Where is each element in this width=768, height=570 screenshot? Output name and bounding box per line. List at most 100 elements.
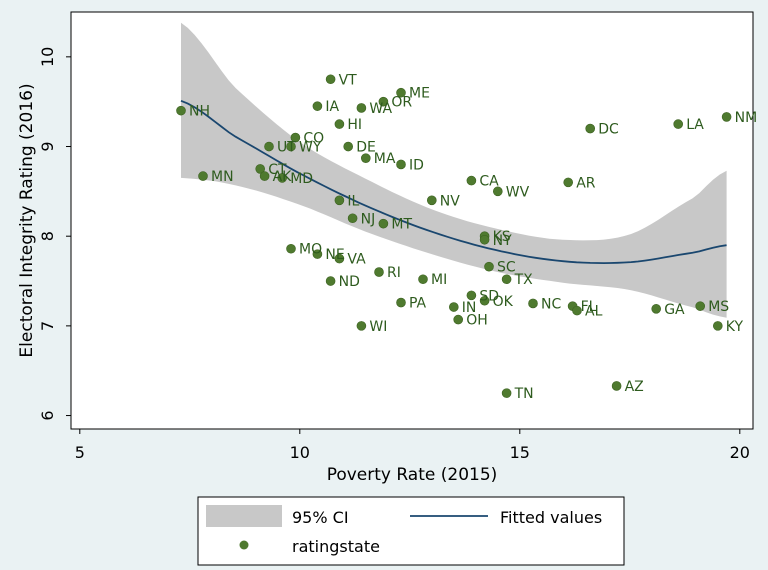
- data-point-ut: [264, 141, 274, 152]
- data-point-il: [334, 195, 345, 206]
- data-point-wa: [356, 103, 367, 113]
- state-label-or: OR: [391, 95, 412, 111]
- state-label-fl: FL: [581, 299, 597, 315]
- state-label-nd: ND: [339, 274, 360, 290]
- state-label-nc: NC: [541, 296, 561, 312]
- data-point-la: [673, 119, 684, 129]
- data-point-id: [396, 159, 406, 170]
- state-label-pa: PA: [409, 296, 427, 312]
- state-label-wv: WV: [506, 184, 530, 200]
- data-point-ne: [312, 249, 323, 259]
- state-label-ut: UT: [277, 140, 296, 156]
- x-tick-label: 20: [730, 443, 750, 462]
- x-axis-title: Poverty Rate (2015): [327, 465, 498, 485]
- state-label-sd: SD: [479, 288, 499, 304]
- state-label-in: IN: [462, 300, 477, 316]
- state-label-me: ME: [409, 86, 430, 102]
- state-label-ar: AR: [576, 175, 596, 191]
- state-label-ma: MA: [374, 151, 396, 167]
- state-label-ne: NE: [325, 247, 344, 263]
- data-point-vt: [325, 74, 336, 85]
- data-point-de: [343, 141, 354, 152]
- data-point-wv: [492, 186, 503, 197]
- axes-layer: 5 10 15 20 6 7 8 9 10: [38, 12, 753, 462]
- state-label-vt: VT: [339, 72, 358, 88]
- legend-ci-label: 95% CI: [292, 508, 349, 527]
- data-point-ga: [651, 304, 662, 314]
- state-label-az: AZ: [625, 379, 644, 395]
- y-tick-label: 9: [38, 141, 57, 151]
- state-label-ny: NY: [493, 233, 512, 249]
- state-label-ok: OK: [493, 294, 514, 310]
- state-label-tn: TN: [514, 386, 534, 402]
- points-layer: [176, 74, 732, 398]
- state-label-ky: KY: [726, 319, 744, 335]
- data-point-mn: [198, 171, 208, 181]
- data-point-ca: [466, 175, 477, 186]
- state-label-il: IL: [347, 193, 359, 209]
- state-label-wy: WY: [299, 140, 322, 156]
- legend-ci-swatch: [206, 505, 282, 527]
- state-label-nm: NM: [735, 110, 758, 126]
- state-label-md: MD: [290, 171, 313, 187]
- x-tick-label: 5: [75, 443, 85, 462]
- state-label-ak: AK: [273, 169, 293, 185]
- state-label-ca: CA: [479, 174, 499, 190]
- state-label-ks: KS: [493, 229, 511, 245]
- state-label-wi: WI: [369, 319, 387, 335]
- x-tick-label: 10: [290, 443, 310, 462]
- fit-line-layer: [180, 99, 727, 265]
- state-label-mo: MO: [299, 242, 322, 258]
- x-tick-label: 15: [510, 443, 530, 462]
- data-point-mi: [418, 274, 428, 285]
- data-point-sc: [484, 261, 494, 272]
- state-label-va: VA: [347, 252, 366, 268]
- data-point-oh: [453, 314, 464, 325]
- data-point-nv: [426, 195, 437, 206]
- data-point-ia: [312, 101, 323, 111]
- state-label-mn: MN: [211, 169, 234, 185]
- data-point-me: [396, 87, 406, 98]
- data-point-va: [334, 253, 345, 264]
- state-label-nj: NJ: [361, 211, 376, 227]
- state-label-id: ID: [409, 157, 424, 173]
- state-label-oh: OH: [466, 313, 488, 329]
- state-label-nh: NH: [189, 104, 210, 120]
- state-label-ga: GA: [664, 302, 685, 318]
- state-label-ri: RI: [387, 265, 401, 281]
- data-point-mt: [378, 218, 389, 229]
- state-label-sc: SC: [497, 260, 516, 276]
- state-label-ia: IA: [325, 99, 339, 115]
- data-point-ky: [712, 321, 723, 331]
- data-point-nc: [528, 298, 538, 309]
- data-point-wi: [356, 321, 367, 331]
- fit-line: [180, 99, 727, 265]
- state-label-hi: HI: [347, 117, 362, 133]
- data-point-md: [277, 173, 288, 183]
- y-tick-label: 8: [38, 231, 57, 241]
- y-tick-label: 6: [38, 410, 57, 420]
- state-label-ms: MS: [708, 299, 729, 315]
- data-point-tn: [501, 388, 512, 398]
- data-point-hi: [334, 119, 345, 129]
- y-tick-label: 7: [38, 321, 57, 331]
- data-point-ak: [259, 171, 270, 181]
- data-point-ri: [374, 267, 384, 277]
- data-point-ok: [479, 295, 490, 306]
- legend: 95% CI Fitted values ratingstate: [197, 496, 625, 566]
- state-label-co: CO: [303, 131, 324, 147]
- state-label-la: LA: [686, 117, 704, 133]
- data-point-tx: [501, 274, 512, 285]
- data-point-nh: [176, 105, 186, 116]
- ci-band: [181, 22, 727, 318]
- data-point-al: [572, 305, 582, 316]
- legend-points-label: ratingstate: [292, 537, 380, 556]
- y-tick-label: 10: [38, 47, 57, 67]
- data-point-sd: [466, 290, 477, 301]
- data-point-or: [378, 96, 389, 107]
- data-point-ma: [360, 153, 371, 163]
- ci-band-layer: [181, 22, 727, 318]
- state-label-nv: NV: [440, 193, 460, 209]
- legend-point-swatch: [239, 540, 249, 550]
